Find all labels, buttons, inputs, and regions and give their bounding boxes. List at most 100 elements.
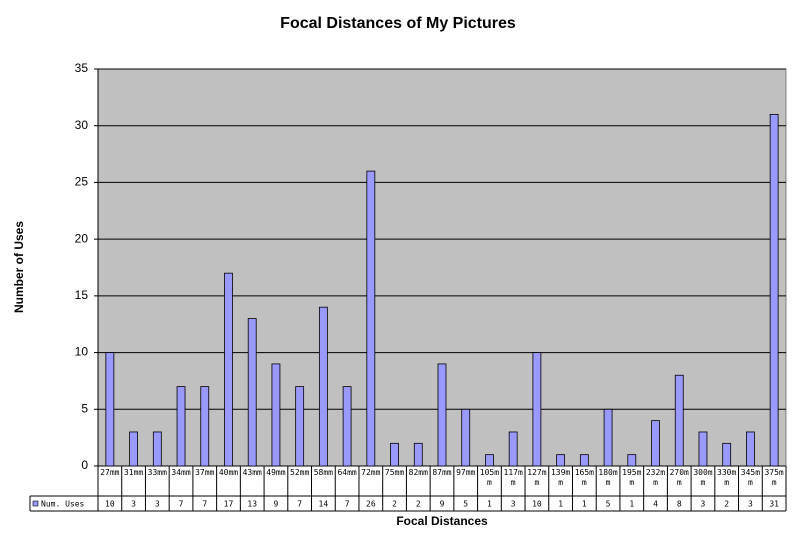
table-value: 8 [677,500,682,509]
table-value: 14 [319,500,329,509]
x-tick-label: 27mm [100,468,120,477]
table-value: 4 [653,500,658,509]
x-tick-label-box: 232mm [645,468,666,487]
bar [579,454,589,467]
bar [247,318,257,467]
bar [318,306,328,467]
y-tick-label: 35 [75,61,89,75]
table-value: 10 [105,500,115,509]
bar [674,374,684,467]
x-tick-label-box: 105mm [480,468,499,487]
bar [129,431,138,467]
bar [769,113,779,467]
y-tick-label: 25 [75,175,89,189]
table-value: 3 [701,500,706,509]
x-tick-label-box: 37mm [195,468,215,477]
x-tick-label: 139mm [550,468,571,487]
x-tick-label: 270mm [669,468,689,487]
bar [342,386,352,467]
x-tick-label: 82mm [408,468,428,477]
table-value: 3 [155,500,160,509]
bar [105,352,115,467]
y-tick-label: 20 [75,231,89,245]
table-value: 9 [274,500,279,509]
x-tick-label-box: 139mm [550,468,571,487]
x-tick-label-box: 117mm [504,468,523,487]
bar [224,272,233,467]
bar [295,386,305,467]
x-tick-label: 64mm [337,468,357,477]
x-tick-label: 232mm [645,468,666,487]
x-tick-label-box: 345mm [741,468,760,487]
bar [746,431,755,467]
x-tick-label-box: 270mm [669,468,689,487]
x-tick-label-box: 40mm [218,468,239,477]
x-tick-label: 127mm [527,468,547,487]
table-value: 1 [629,500,634,509]
x-tick-label-box: 195mm [622,468,641,487]
y-axis-label: Number of Uses [12,221,26,313]
x-tick-label-box: 375mm [764,468,784,487]
y-tick-label: 0 [81,458,88,472]
x-tick-label-box: 330mm [717,468,737,487]
bar [722,442,732,467]
x-tick-label-box: 43mm [242,468,262,477]
x-tick-label: 165mm [574,468,594,487]
table-value: 1 [487,500,492,509]
x-tick-label-box: 300mm [693,468,712,487]
y-tick-label: 10 [75,345,89,359]
table-value: 7 [179,500,184,509]
bar [390,442,399,467]
table-value: 3 [748,500,753,509]
x-tick-label: 72mm [361,468,381,477]
x-tick-label-box: 49mm [266,468,285,477]
table-value: 7 [345,500,350,509]
y-tick-label: 15 [75,288,89,302]
x-tick-label: 97mm [456,468,476,477]
bar [413,442,423,467]
table-value: 9 [440,500,445,509]
table-value: 3 [131,500,136,509]
bar [461,408,471,467]
x-tick-label: 31mm [123,468,144,477]
x-tick-label-box: 58mm [314,468,333,477]
x-tick-label-box: 75mm [384,468,405,477]
x-tick-label: 43mm [242,468,262,477]
table-value: 26 [366,500,376,509]
y-tick-label: 30 [75,118,89,132]
x-tick-label: 75mm [384,468,405,477]
table-value: 3 [511,500,516,509]
x-tick-label: 375mm [764,468,784,487]
bar [200,386,210,467]
x-tick-label-box: 180mm [598,468,617,487]
legend-swatch [32,500,39,507]
bar [508,431,518,467]
bar [485,454,494,467]
x-tick-label-box: 82mm [408,468,428,477]
bar [627,454,637,467]
table-value: 7 [297,500,302,509]
bar [271,363,281,467]
table-value: 2 [724,500,729,509]
bar [176,386,186,467]
bar [651,420,660,467]
x-tick-label: 40mm [218,468,239,477]
x-tick-label-box: 27mm [100,468,120,477]
x-tick-label-box: 165mm [574,468,594,487]
table-value: 2 [416,500,421,509]
x-tick-label: 52mm [290,468,310,477]
x-tick-label: 330mm [717,468,737,487]
chart-title: Focal Distances of My Pictures [280,15,516,32]
x-tick-label-box: 31mm [123,468,144,477]
x-tick-label-box: 87mm [432,468,452,477]
table-value: 13 [247,500,257,509]
x-tick-label: 37mm [195,468,215,477]
x-tick-label: 33mm [147,468,167,477]
x-tick-label-box: 34mm [171,468,190,477]
x-tick-label: 87mm [432,468,452,477]
bar [532,352,542,467]
table-value: 7 [202,500,207,509]
legend-label: Num. Uses [41,500,85,509]
bar [556,454,566,467]
